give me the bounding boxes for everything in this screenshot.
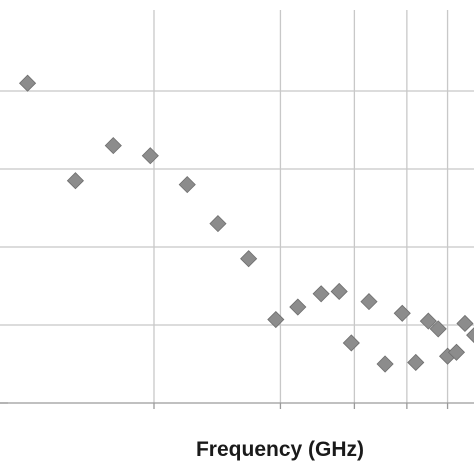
data-point	[289, 298, 307, 316]
data-point	[178, 176, 196, 194]
data-point	[330, 282, 348, 301]
axes	[0, 402, 474, 409]
data-point	[66, 172, 84, 190]
data-point	[104, 137, 122, 155]
data-points	[19, 74, 474, 373]
data-point	[209, 215, 227, 233]
data-point	[376, 355, 394, 373]
data-point	[407, 353, 425, 372]
data-point	[393, 304, 411, 322]
data-point	[19, 74, 37, 92]
data-point	[312, 285, 330, 303]
data-point	[267, 310, 285, 329]
data-point	[447, 343, 466, 361]
data-point	[342, 334, 360, 352]
data-point	[360, 293, 378, 311]
data-point	[429, 320, 447, 338]
data-point	[141, 147, 159, 165]
data-point	[419, 312, 437, 330]
x-axis-label: Frequency (GHz)	[195, 438, 365, 461]
data-point	[466, 327, 474, 344]
data-point	[456, 314, 474, 333]
gridlines	[0, 10, 474, 403]
data-point	[240, 250, 258, 268]
